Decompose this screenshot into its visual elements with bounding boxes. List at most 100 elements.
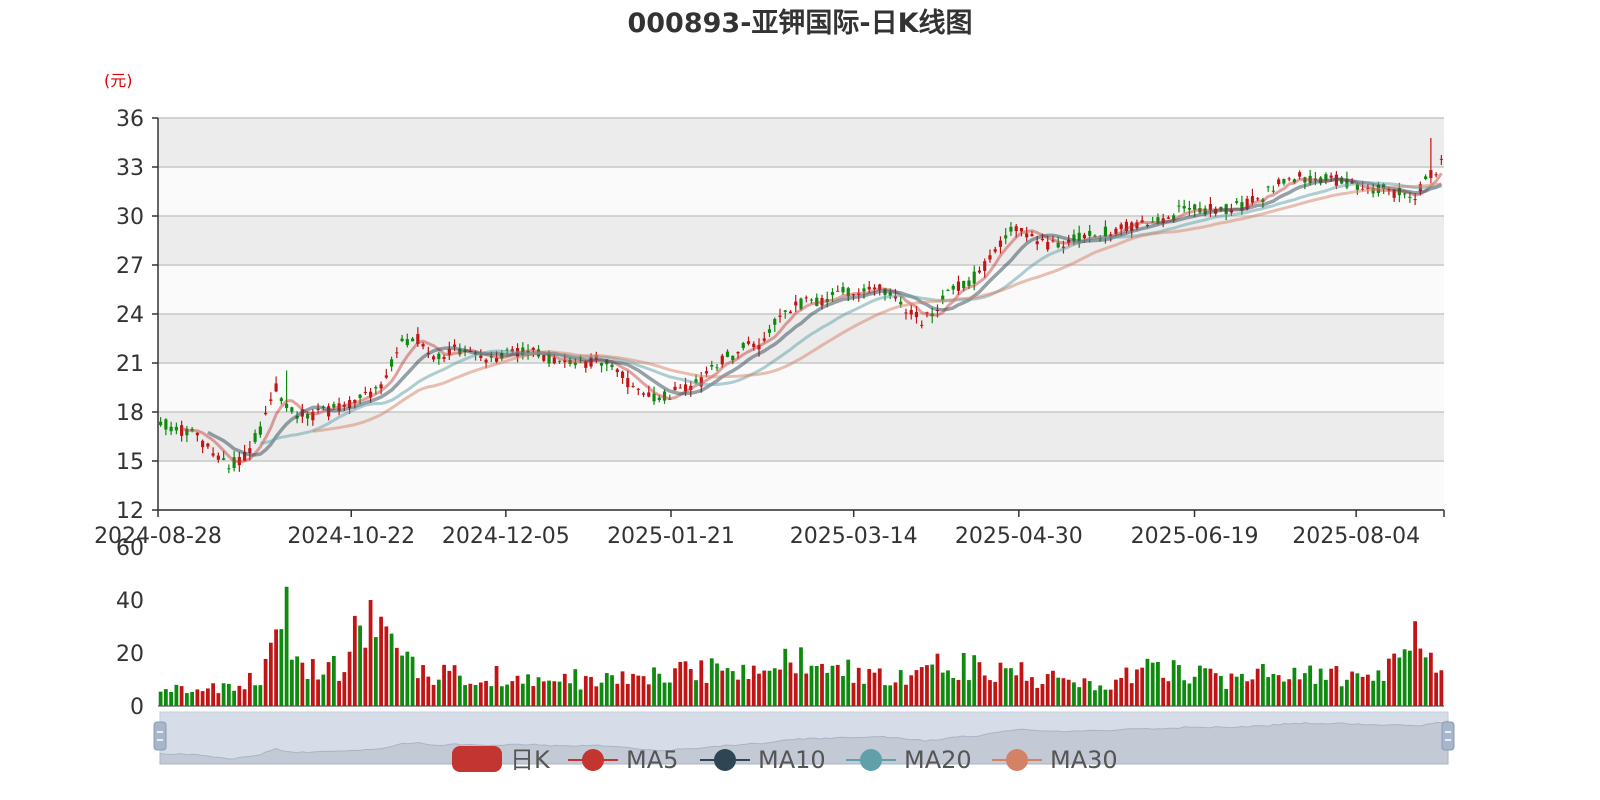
- candle: [736, 351, 740, 359]
- volume-bar: [200, 691, 205, 706]
- volume-bar: [778, 669, 782, 706]
- volume-bar: [1345, 679, 1349, 706]
- legend-item-ma5[interactable]: MA5: [568, 746, 678, 774]
- candle: [279, 396, 283, 405]
- volume-bar: [352, 615, 357, 706]
- volume-bar: [184, 693, 189, 706]
- candle: [274, 376, 278, 393]
- date-tick-label: 2025-04-30: [955, 524, 1083, 549]
- volume-bar: [253, 685, 257, 706]
- candle: [358, 393, 362, 405]
- candle: [731, 355, 735, 365]
- candle: [1256, 197, 1260, 202]
- volume-bar: [998, 662, 1003, 706]
- legend-item-ma10[interactable]: MA10: [700, 746, 826, 774]
- candle: [185, 425, 189, 443]
- candle: [195, 432, 199, 442]
- candle: [1077, 225, 1081, 248]
- volume-bar: [919, 667, 924, 706]
- volume-bar: [1439, 670, 1444, 706]
- volume-bar: [1318, 668, 1323, 706]
- legend-item-ma20[interactable]: MA20: [846, 746, 972, 774]
- volume-bar: [431, 684, 436, 706]
- volume-bar: [1282, 681, 1286, 706]
- candle: [269, 392, 273, 405]
- volume-bar: [284, 586, 289, 706]
- volume-bar: [1423, 657, 1428, 706]
- candle: [668, 394, 672, 400]
- date-tick-label: 2024-08-28: [94, 524, 222, 549]
- candle: [201, 439, 205, 454]
- candle: [1056, 236, 1060, 249]
- volume-bar: [1255, 668, 1260, 706]
- volume-bar: [1219, 675, 1223, 706]
- volume-bar: [636, 675, 641, 706]
- volume-bar: [295, 656, 299, 706]
- price-grid-band: [158, 461, 1444, 510]
- candle: [809, 298, 814, 304]
- volume-bar: [1114, 679, 1118, 706]
- candle: [552, 354, 556, 365]
- candle: [946, 288, 950, 292]
- volume-bar: [1303, 673, 1307, 706]
- volume-bar: [646, 684, 651, 706]
- volume-bar: [310, 659, 315, 706]
- candle: [232, 451, 236, 472]
- price-unit-label: (元): [104, 71, 133, 90]
- volume-bar: [1407, 650, 1412, 706]
- candle: [1424, 174, 1428, 181]
- volume-bar: [946, 670, 950, 706]
- volume-bar: [1381, 680, 1386, 706]
- candle: [773, 317, 777, 332]
- volume-bar: [300, 662, 305, 706]
- volume-bar: [1003, 668, 1008, 706]
- candle: [1282, 178, 1286, 186]
- volume-bar: [762, 670, 767, 706]
- candle: [1271, 185, 1275, 194]
- candle: [211, 447, 215, 458]
- volume-bar: [851, 682, 856, 706]
- candle: [993, 246, 997, 254]
- volume-bar: [1397, 657, 1402, 706]
- volume-bar: [914, 670, 919, 706]
- volume-bar: [557, 681, 562, 706]
- candle: [1004, 228, 1008, 245]
- candle: [710, 360, 714, 370]
- volume-bar: [242, 689, 247, 706]
- volume-bar: [804, 673, 809, 706]
- volume-bar: [1098, 685, 1103, 706]
- volume-bar: [263, 658, 268, 706]
- volume-bar: [289, 659, 294, 706]
- candle: [746, 336, 751, 346]
- price-grid-band: [158, 167, 1444, 216]
- candle: [573, 358, 577, 369]
- volume-tick-label: 60: [116, 536, 144, 561]
- candle: [526, 344, 530, 360]
- volume-bar: [1077, 687, 1082, 706]
- candle: [1025, 226, 1029, 242]
- volume-bar: [972, 655, 977, 706]
- legend-item-ma30[interactable]: MA30: [992, 746, 1118, 774]
- candle: [867, 281, 871, 293]
- datazoom-left-handle[interactable]: [153, 721, 167, 751]
- volume-bar: [1045, 674, 1050, 706]
- volume-bar: [305, 678, 310, 706]
- volume-bar: [1392, 653, 1397, 706]
- candle: [374, 385, 378, 395]
- volume-bar: [988, 680, 992, 706]
- volume-bar: [1208, 668, 1213, 706]
- volume-bar: [1339, 686, 1344, 706]
- volume-bar: [1187, 683, 1192, 706]
- candle: [442, 354, 446, 363]
- chart-legend: 日K MA5 MA10 MA20 MA30: [452, 746, 1118, 774]
- price-tick-label: 12: [116, 499, 144, 524]
- candle: [363, 386, 367, 396]
- datazoom-right-handle[interactable]: [1441, 721, 1455, 751]
- price-grid-band: [158, 412, 1444, 461]
- candle: [641, 391, 646, 398]
- volume-bar: [841, 676, 845, 706]
- candle: [421, 342, 425, 350]
- volume-bar: [615, 683, 620, 706]
- legend-ma10-marker: [714, 749, 736, 771]
- legend-item-kline[interactable]: 日K: [452, 746, 551, 774]
